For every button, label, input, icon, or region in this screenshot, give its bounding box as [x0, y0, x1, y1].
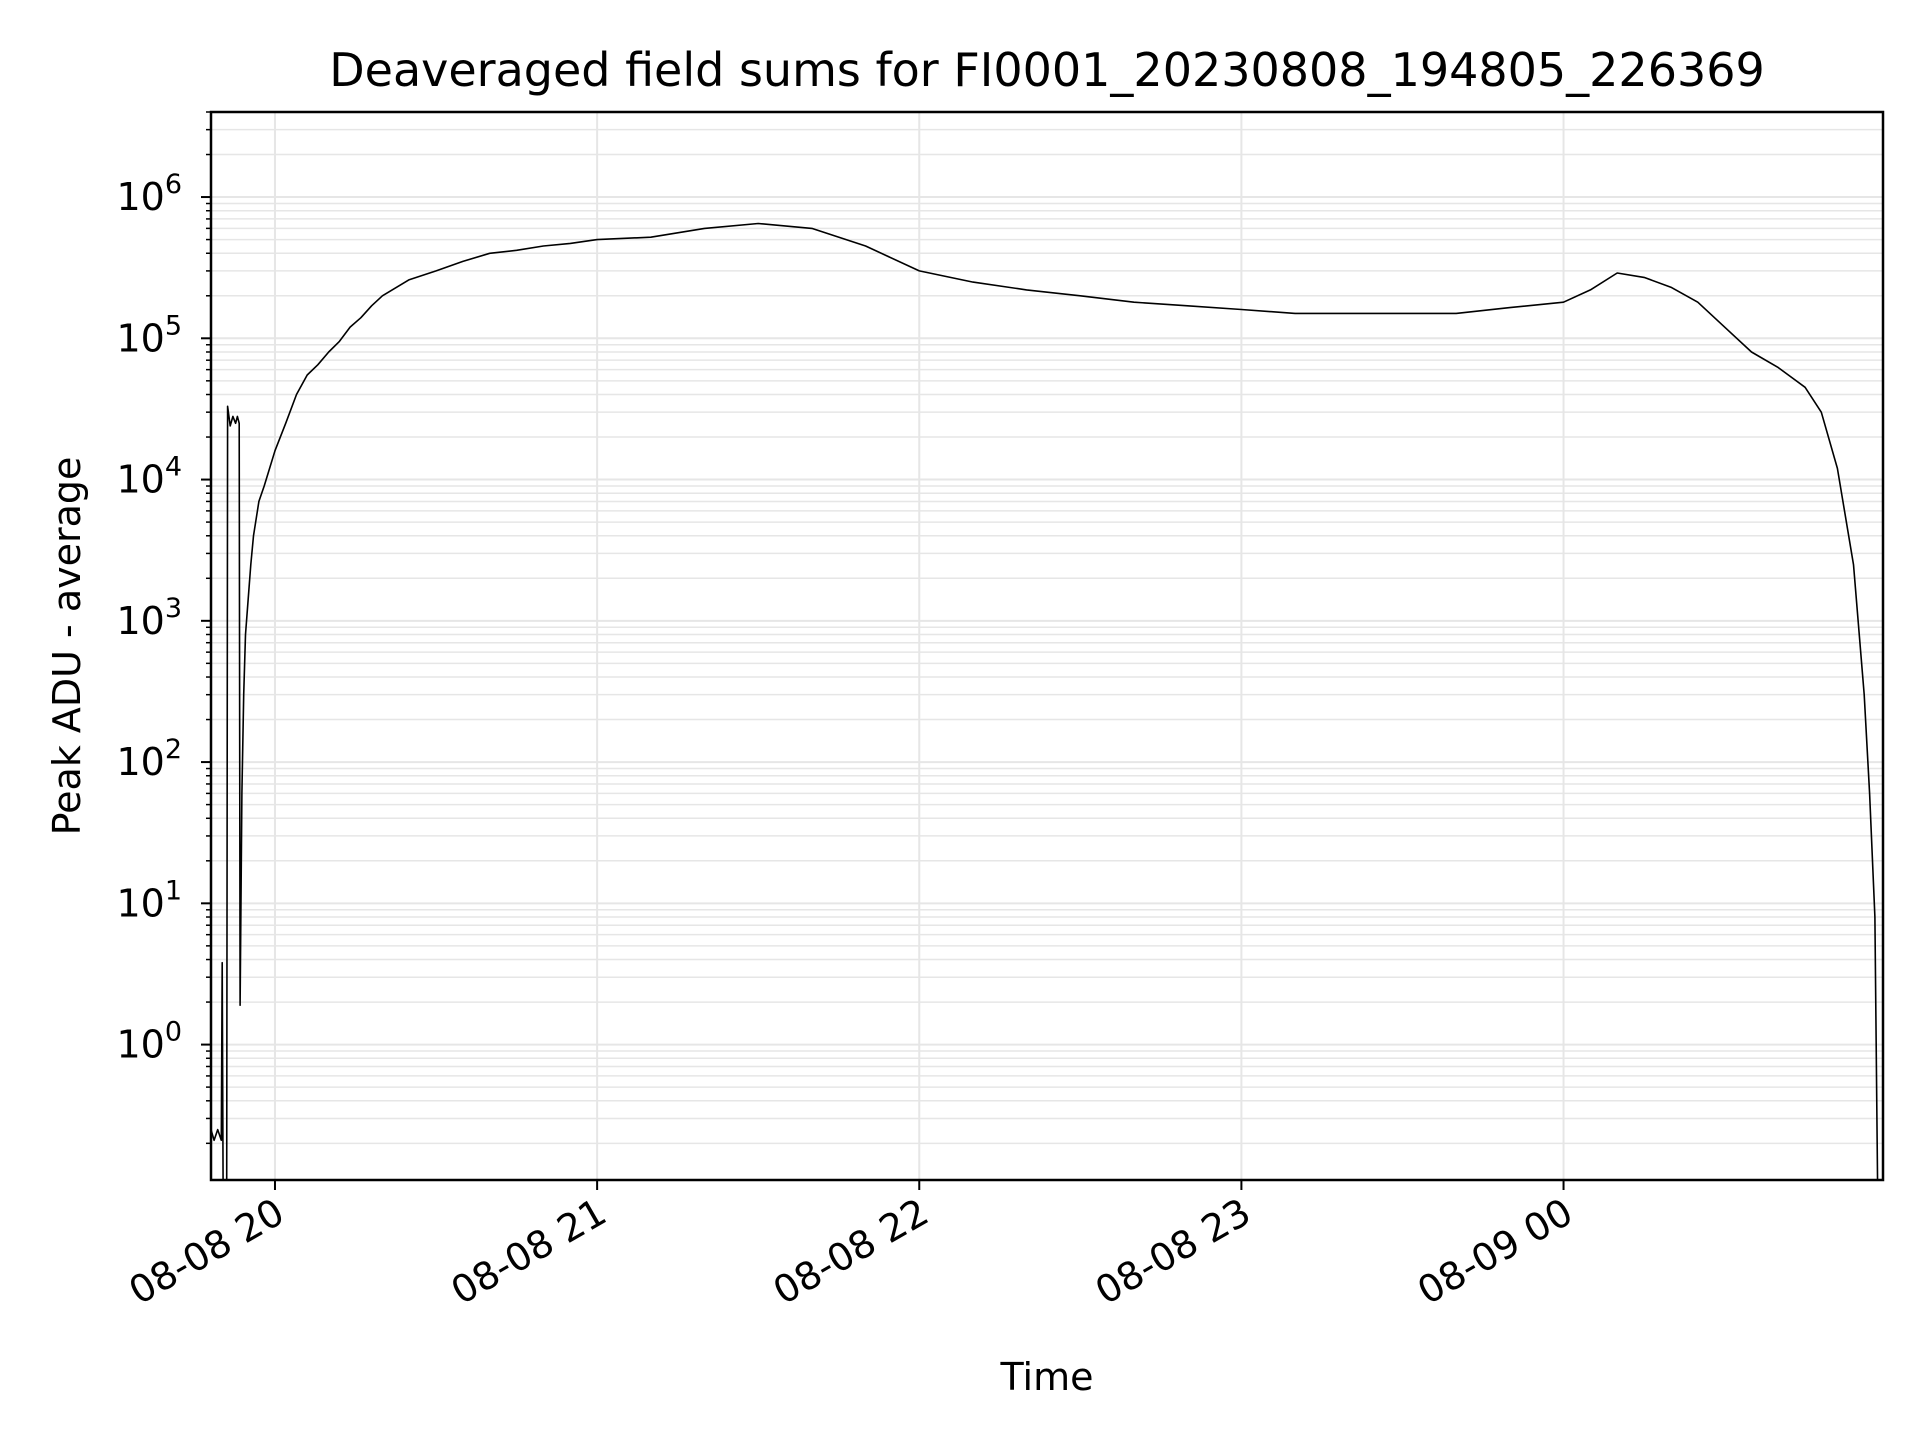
- x-tick-label: 08-09 00: [1410, 1190, 1580, 1314]
- series-line: [211, 222, 1879, 1180]
- y-tick-label: 105: [116, 310, 182, 360]
- x-axis: 08-08 20 08-08 21 08-08 22 08-08 23 08-09 00: [122, 1180, 1580, 1314]
- y-tick-label: 102: [116, 734, 182, 784]
- y-tick-label: 100: [116, 1017, 182, 1067]
- x-tick-label: 08-08 22: [766, 1190, 936, 1314]
- x-tick-label: 08-08 21: [444, 1190, 614, 1314]
- x-tick-label: 08-08 20: [122, 1190, 292, 1314]
- y-axis-label: Peak ADU - average: [45, 457, 89, 836]
- y-axis: 100 101 102 103 104 105 106: [116, 111, 211, 1145]
- plot-frame: [209, 110, 1885, 1182]
- y-tick-label: 103: [116, 593, 182, 643]
- x-tick-label: 08-08 23: [1088, 1190, 1258, 1314]
- y-tick-label: 101: [116, 875, 182, 925]
- y-tick-label: 104: [116, 452, 182, 502]
- x-axis-label: Time: [1000, 1355, 1094, 1399]
- grid: [211, 111, 1883, 1180]
- series-line-layer: [211, 222, 1879, 1180]
- y-tick-label: 106: [116, 169, 182, 219]
- chart-title: Deaveraged field sums for FI0001_2023080…: [329, 43, 1765, 97]
